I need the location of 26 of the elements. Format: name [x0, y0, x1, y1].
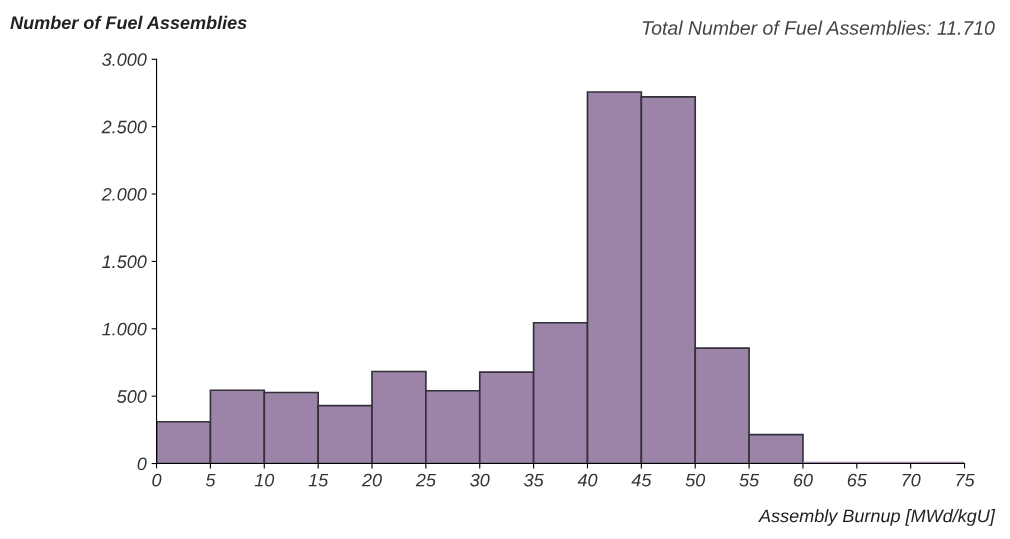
y-tick-label: 1.000	[102, 322, 147, 336]
x-tick-label: 40	[577, 473, 598, 487]
y-axis-title: Number of Fuel Assemblies	[10, 15, 247, 30]
x-tick-label: 0	[152, 473, 162, 487]
y-tick-label: 2.500	[101, 120, 147, 134]
y-tick-label: 0	[137, 457, 147, 471]
x-tick-label: 5	[205, 473, 216, 487]
x-tick-label: 45	[631, 473, 652, 487]
x-axis-title: Assembly Burnup [MWd/kgU]	[758, 509, 996, 526]
y-tick-label: 2.000	[101, 187, 147, 201]
x-tick-label: 10	[254, 473, 275, 487]
x-tick-label: 20	[361, 473, 382, 487]
y-tick-label: 3.000	[102, 53, 147, 67]
y-tick-label: 1.500	[102, 255, 147, 269]
x-tick-label: 75	[956, 473, 975, 487]
x-tick-label: 30	[470, 473, 490, 487]
x-tick-label: 25	[415, 473, 436, 487]
x-tick-label: 60	[793, 473, 813, 487]
x-tick-label: 35	[524, 473, 544, 487]
x-tick-label: 70	[902, 473, 921, 487]
x-tick-label: 65	[847, 473, 867, 487]
y-tick-label: 500	[117, 390, 147, 403]
x-tick-label: 55	[739, 473, 760, 487]
text: Total Number of Fuel Assemblies: 11.710	[642, 20, 995, 35]
x-tick-label: 15	[308, 473, 329, 487]
x-tick-label: 50	[685, 473, 706, 487]
